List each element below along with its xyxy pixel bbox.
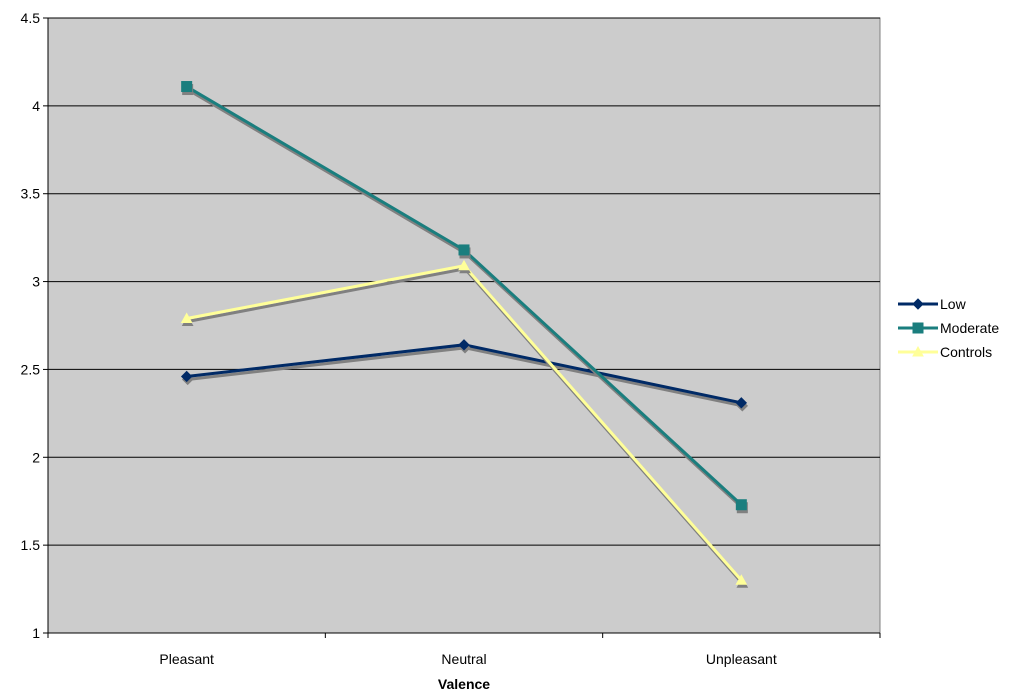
data-point-square [181, 81, 193, 93]
y-tick-label: 2.5 [21, 361, 41, 377]
data-point-square [735, 499, 747, 511]
y-tick-label: 1 [32, 625, 40, 641]
gridlines [43, 17, 880, 634]
series-low [180, 339, 749, 412]
x-tick-label: Neutral [441, 651, 486, 667]
legend-item-moderate: Moderate [898, 320, 999, 336]
y-tick-label: 1.5 [21, 537, 41, 553]
legend-item-controls: Controls [898, 344, 992, 360]
series-moderate [181, 81, 748, 514]
plot-area [47, 17, 881, 634]
x-tick-label: Pleasant [159, 651, 214, 667]
data-point-diamond [912, 298, 924, 310]
y-tick-label: 2 [32, 449, 40, 465]
x-tick-label: Unpleasant [706, 651, 777, 667]
data-point-triangle [180, 312, 193, 323]
series-controls [180, 259, 749, 588]
data-point-triangle [912, 345, 924, 357]
data-point-diamond [180, 370, 193, 383]
legend-label: Low [940, 296, 967, 312]
x-tick-labels: Pleasant Neutral Unpleasant [159, 651, 776, 667]
y-tick-label: 4 [32, 98, 40, 114]
y-tick-labels: 1 1.5 2 2.5 3 3.5 4 4.5 [21, 10, 41, 641]
legend: Low Moderate Controls [898, 296, 999, 360]
data-point-triangle [458, 259, 470, 271]
legend-label: Controls [940, 344, 992, 360]
data-point-square [458, 244, 470, 256]
series [180, 81, 749, 588]
x-axis-title: Valence [438, 676, 490, 692]
y-tick-label: 4.5 [21, 10, 41, 26]
legend-label: Moderate [940, 320, 999, 336]
data-point-diamond [735, 397, 748, 409]
data-point-square [912, 322, 924, 334]
legend-item-low: Low [898, 296, 967, 312]
data-point-diamond [458, 339, 470, 351]
axes [47, 18, 881, 638]
data-point-triangle [735, 574, 748, 585]
y-tick-label: 3.5 [21, 186, 41, 202]
y-tick-label: 3 [32, 274, 40, 290]
